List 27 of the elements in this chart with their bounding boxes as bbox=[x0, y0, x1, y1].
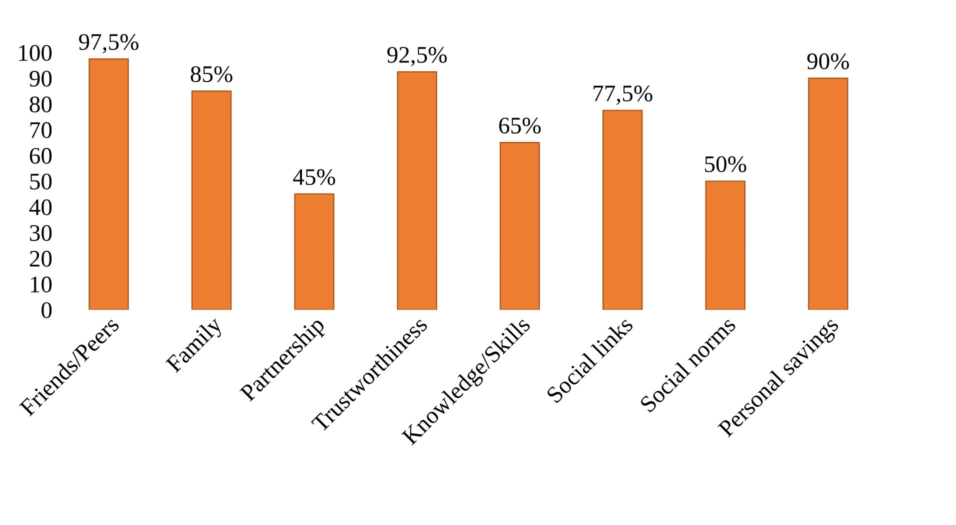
y-tick-label: 30 bbox=[30, 225, 52, 241]
bar bbox=[396, 71, 438, 310]
y-tick-label: 50 bbox=[30, 174, 52, 190]
bar bbox=[602, 110, 643, 310]
y-tick-label: 10 bbox=[30, 276, 52, 292]
y-tick-label: 0 bbox=[42, 302, 52, 318]
data-label: 45% bbox=[293, 169, 336, 186]
y-tick-label: 80 bbox=[30, 96, 52, 112]
y-tick-label: 20 bbox=[30, 250, 52, 267]
bar bbox=[191, 90, 232, 310]
y-tick-label: 40 bbox=[29, 199, 52, 216]
data-label: 92,5% bbox=[387, 46, 447, 66]
y-tick-label: 90 bbox=[30, 70, 52, 87]
bar bbox=[500, 142, 540, 310]
data-label: 90% bbox=[807, 53, 849, 70]
data-label: 50% bbox=[705, 156, 746, 172]
bar bbox=[705, 180, 746, 310]
y-tick-label: 100 bbox=[19, 44, 52, 61]
data-label: 65% bbox=[499, 118, 541, 134]
data-label: 85% bbox=[190, 66, 232, 82]
data-label: 77,5% bbox=[594, 85, 652, 105]
data-label: 97,5% bbox=[79, 34, 138, 54]
y-tick-label: 70 bbox=[30, 122, 52, 138]
bar bbox=[294, 193, 334, 310]
bar bbox=[808, 78, 848, 310]
bar bbox=[88, 58, 129, 310]
y-tick-label: 60 bbox=[30, 148, 52, 164]
